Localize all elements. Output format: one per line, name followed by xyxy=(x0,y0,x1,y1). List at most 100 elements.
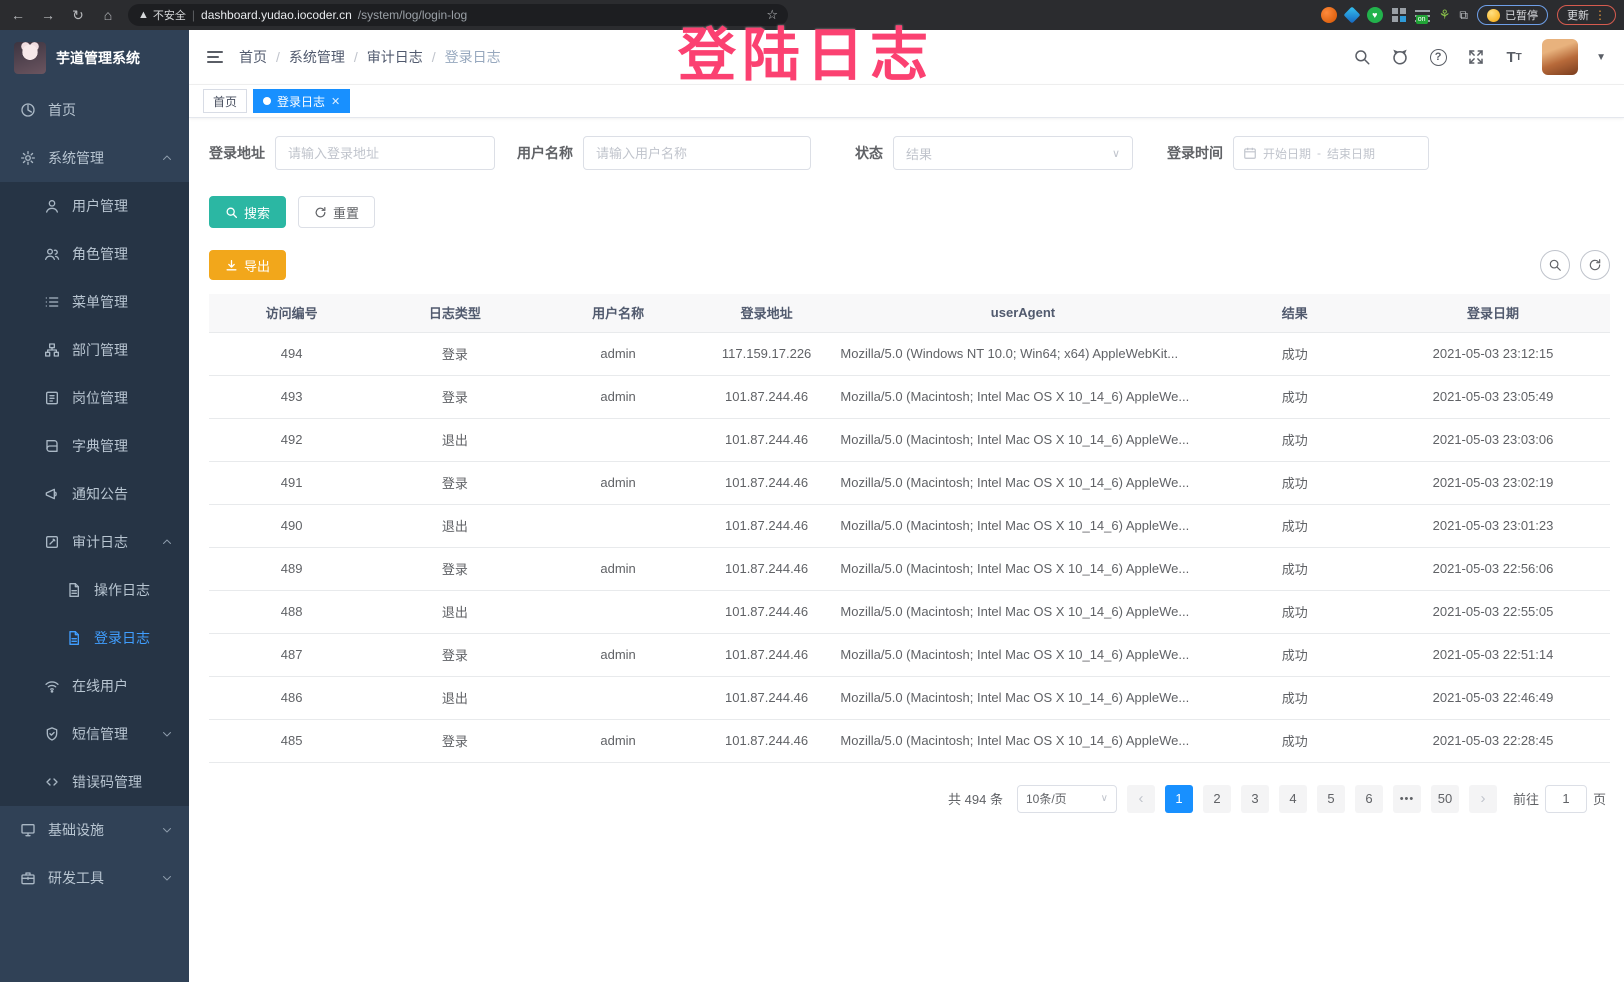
search-button[interactable]: 搜索 xyxy=(209,196,287,228)
sidebar-item[interactable]: 用户管理 xyxy=(0,182,189,230)
dashboard-icon xyxy=(20,102,36,118)
prev-page-button[interactable]: ‹ xyxy=(1126,784,1155,813)
browser-back-icon[interactable]: ← xyxy=(11,7,25,23)
sidebar-item-label: 在线用户 xyxy=(72,678,128,694)
browser-menu-icon[interactable]: ⋮ xyxy=(1594,8,1606,22)
heart-extension-icon[interactable]: ♥ xyxy=(1366,7,1383,23)
table-row[interactable]: 489 登录 admin 101.87.244.46 Mozilla/5.0 (Maci… xyxy=(209,547,1610,591)
diamond-extension-icon[interactable] xyxy=(1343,6,1361,24)
orange-extension-icon[interactable] xyxy=(1320,7,1337,23)
table-row[interactable]: 491 登录 admin 101.87.244.46 Mozilla/5.0 (Maci… xyxy=(209,461,1610,505)
sidebar-collapse-icon[interactable] xyxy=(207,51,223,63)
fullscreen-icon[interactable] xyxy=(1466,47,1486,67)
not-secure-warning[interactable]: ▲ 不安全 xyxy=(138,9,186,22)
login-date-range-picker[interactable]: 开始日期 - 结束日期 xyxy=(1233,136,1429,170)
breadcrumb-separator: / xyxy=(276,49,280,65)
github-icon[interactable] xyxy=(1390,47,1410,67)
page-number-button[interactable]: 4 xyxy=(1278,784,1307,813)
page-number-button[interactable]: 2 xyxy=(1202,784,1231,813)
sidebar-item[interactable]: 首页 xyxy=(0,86,189,134)
browser-forward-icon[interactable]: → xyxy=(41,7,55,23)
more-pages-button[interactable]: ••• xyxy=(1392,784,1421,813)
bookmark-star-icon[interactable]: ☆ xyxy=(766,7,778,22)
grid-extension-icon[interactable] xyxy=(1391,8,1406,22)
page-tab[interactable]: 首页 xyxy=(203,89,248,113)
table-cell: admin xyxy=(535,461,701,505)
sidebar-item[interactable]: 短信管理 xyxy=(0,710,189,758)
goto-page-input[interactable] xyxy=(1544,784,1587,813)
status-select[interactable]: 结果 ∨ xyxy=(893,136,1133,170)
table-cell: 2021-05-03 22:46:49 xyxy=(1376,676,1610,720)
url-host: dashboard.yudao.iocoder.cn xyxy=(201,8,352,22)
ip-filter-input[interactable] xyxy=(275,136,495,170)
table-row[interactable]: 487 登录 admin 101.87.244.46 Mozilla/5.0 (Maci… xyxy=(209,633,1610,677)
user-avatar[interactable] xyxy=(1542,39,1579,75)
sidebar-item[interactable]: 操作日志 xyxy=(0,566,189,614)
puzzle-extensions-icon[interactable]: ⧉ xyxy=(1459,7,1468,22)
table-row[interactable]: 493 登录 admin 101.87.244.46 Mozilla/5.0 (Maci… xyxy=(209,375,1610,419)
sidebar-item[interactable]: 登录日志 xyxy=(0,614,189,662)
table-cell: Mozilla/5.0 (Macintosh; Intel Mac OS X 1… xyxy=(832,676,1214,720)
table-row[interactable]: 490 退出 101.87.244.46 Mozilla/5.0 (Macintosh… xyxy=(209,504,1610,548)
next-page-button[interactable]: › xyxy=(1468,784,1497,813)
table-cell: admin xyxy=(535,332,701,376)
browser-home-icon[interactable]: ⌂ xyxy=(103,7,113,23)
sidebar-item[interactable]: 角色管理 xyxy=(0,230,189,278)
browser-reload-icon[interactable]: ↻ xyxy=(72,6,84,23)
table-row[interactable]: 485 登录 admin 101.87.244.46 Mozilla/5.0 (Maci… xyxy=(209,719,1610,763)
sidebar-item[interactable]: 审计日志 xyxy=(0,518,189,566)
breadcrumb-item[interactable]: 审计日志 xyxy=(366,49,423,65)
url-path: /system/log/login-log xyxy=(357,8,468,22)
refresh-icon xyxy=(315,206,326,217)
page-number-button[interactable]: 3 xyxy=(1240,784,1269,813)
username-filter-input[interactable] xyxy=(583,136,811,170)
table-cell: Mozilla/5.0 (Macintosh; Intel Mac OS X 1… xyxy=(832,504,1214,548)
toggle-search-icon[interactable] xyxy=(1540,250,1570,280)
export-button[interactable]: 导出 xyxy=(209,250,287,280)
table-row[interactable]: 494 登录 admin 117.159.17.226 Mozilla/5.0 (Win… xyxy=(209,332,1610,376)
logo-row[interactable]: 芋道管理系统 xyxy=(0,30,189,86)
table-cell xyxy=(535,418,701,462)
sidebar-item[interactable]: 基础设施 xyxy=(0,806,189,854)
table-cell: 登录 xyxy=(374,461,536,505)
sidebar-item[interactable]: 字典管理 xyxy=(0,422,189,470)
sidebar-item[interactable]: 通知公告 xyxy=(0,470,189,518)
paused-profile-chip[interactable]: 已暂停 xyxy=(1477,5,1548,25)
page-number-button[interactable]: 50 xyxy=(1430,784,1459,813)
megaphone-icon xyxy=(44,486,60,502)
update-chip[interactable]: 更新 ⋮ xyxy=(1557,5,1616,25)
breadcrumb-item[interactable]: 首页 xyxy=(239,49,267,65)
page-tab[interactable]: 登录日志 ✕ xyxy=(253,89,351,113)
sidebar-item[interactable]: 系统管理 xyxy=(0,134,189,182)
table-cell: 登录 xyxy=(374,375,536,419)
page-size-select[interactable]: 10条/页 ∨ xyxy=(1016,784,1117,813)
page-number-button[interactable]: 1 xyxy=(1164,784,1193,813)
table-row[interactable]: 488 退出 101.87.244.46 Mozilla/5.0 (Macintosh… xyxy=(209,590,1610,634)
table-header: 访问编号 日志类型 用户名称 登录地址 userAgent 结果 登录日期 xyxy=(209,294,1610,333)
reset-button[interactable]: 重置 xyxy=(298,196,376,228)
sidebar-item[interactable]: 菜单管理 xyxy=(0,278,189,326)
refresh-table-icon[interactable] xyxy=(1580,250,1610,280)
table-row[interactable]: 486 退出 101.87.244.46 Mozilla/5.0 (Macintosh… xyxy=(209,676,1610,720)
search-icon[interactable] xyxy=(1352,47,1372,67)
table-toolbar: 导出 xyxy=(209,250,1610,280)
help-icon[interactable]: ? xyxy=(1428,47,1448,67)
sidebar-item[interactable]: 在线用户 xyxy=(0,662,189,710)
table-cell: 490 xyxy=(209,504,375,548)
page-number-button[interactable]: 6 xyxy=(1354,784,1383,813)
total-count-label: 共 494 条 xyxy=(948,792,1003,807)
breadcrumb-item[interactable]: 系统管理 xyxy=(288,49,345,65)
sidebar-item[interactable]: 错误码管理 xyxy=(0,758,189,806)
table-row[interactable]: 492 退出 101.87.244.46 Mozilla/5.0 (Macintosh… xyxy=(209,418,1610,462)
sprout-extension-icon[interactable]: ⚘ xyxy=(1438,7,1451,22)
address-bar[interactable]: ▲ 不安全 | dashboard.yudao.iocoder.cn/syste… xyxy=(128,4,788,26)
list-extension-icon[interactable]: on xyxy=(1414,8,1430,24)
avatar-caret-icon[interactable]: ▼ xyxy=(1596,51,1606,63)
sidebar-item[interactable]: 部门管理 xyxy=(0,326,189,374)
sidebar-item[interactable]: 研发工具 xyxy=(0,854,189,902)
page-number-button[interactable]: 5 xyxy=(1316,784,1345,813)
table-cell: 489 xyxy=(209,547,375,591)
close-tab-icon[interactable]: ✕ xyxy=(331,95,341,108)
sidebar-item[interactable]: 岗位管理 xyxy=(0,374,189,422)
